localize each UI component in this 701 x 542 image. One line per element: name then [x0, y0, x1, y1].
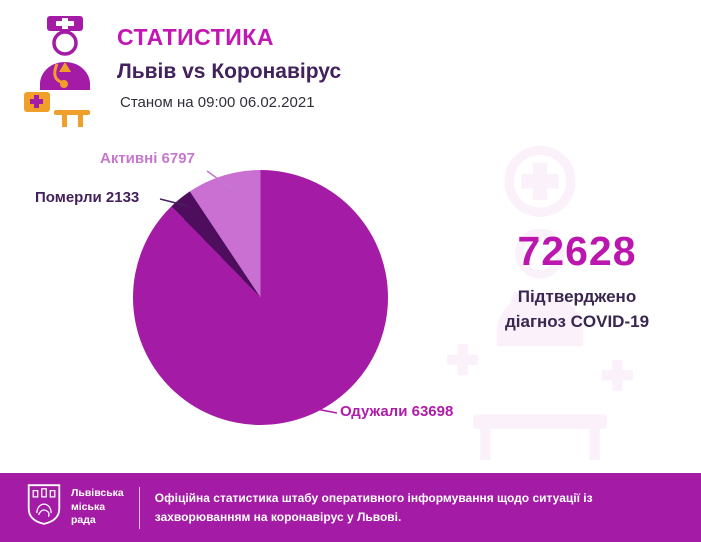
header: СТАТИСТИКА Львів vs Коронавірус Станом н… — [0, 0, 701, 135]
footer-text: Офіційна статистика штабу оперативного і… — [154, 490, 593, 524]
doctor-icon — [20, 12, 110, 130]
org-name-line3: рада — [71, 514, 96, 527]
org-name-line1: Львівська — [71, 487, 124, 500]
footer-divider — [138, 486, 140, 529]
confirmed-caption-line1: Підтверджено — [517, 287, 637, 306]
confirmed-caption-line2: діагноз COVID-19 — [504, 311, 650, 331]
confirmed-caption: Підтверджено діагноз COVID-19 — [462, 285, 692, 334]
pie-chart — [133, 170, 388, 425]
org-name-line2: міська — [71, 500, 106, 513]
summary-block: 72628 Підтверджено діагноз COVID-19 — [462, 228, 692, 334]
org-name: Львівська міська рада — [71, 487, 124, 528]
as-of-date: Станом на 09:00 06.02.2021 — [120, 94, 315, 111]
total-confirmed-count: 72628 — [517, 228, 637, 274]
footer: Львівська міська рада Офіційна статистик… — [0, 473, 701, 542]
page-subtitle: Львів vs Коронавірус — [117, 60, 342, 83]
page-title: СТАТИСТИКА — [117, 24, 274, 50]
lviv-city-council-logo: Львівська міська рада — [26, 483, 124, 532]
pie-label-recovered: Одужали 63698 — [340, 403, 454, 420]
lviv-coat-of-arms-icon — [26, 483, 62, 532]
watermark-medic-icon — [425, 138, 655, 473]
pie-label-active: Активні 6797 — [100, 150, 195, 167]
pie-label-died: Померли 2133 — [35, 189, 140, 206]
title-block: СТАТИСТИКА Львів vs Коронавірус Станом н… — [117, 24, 341, 111]
